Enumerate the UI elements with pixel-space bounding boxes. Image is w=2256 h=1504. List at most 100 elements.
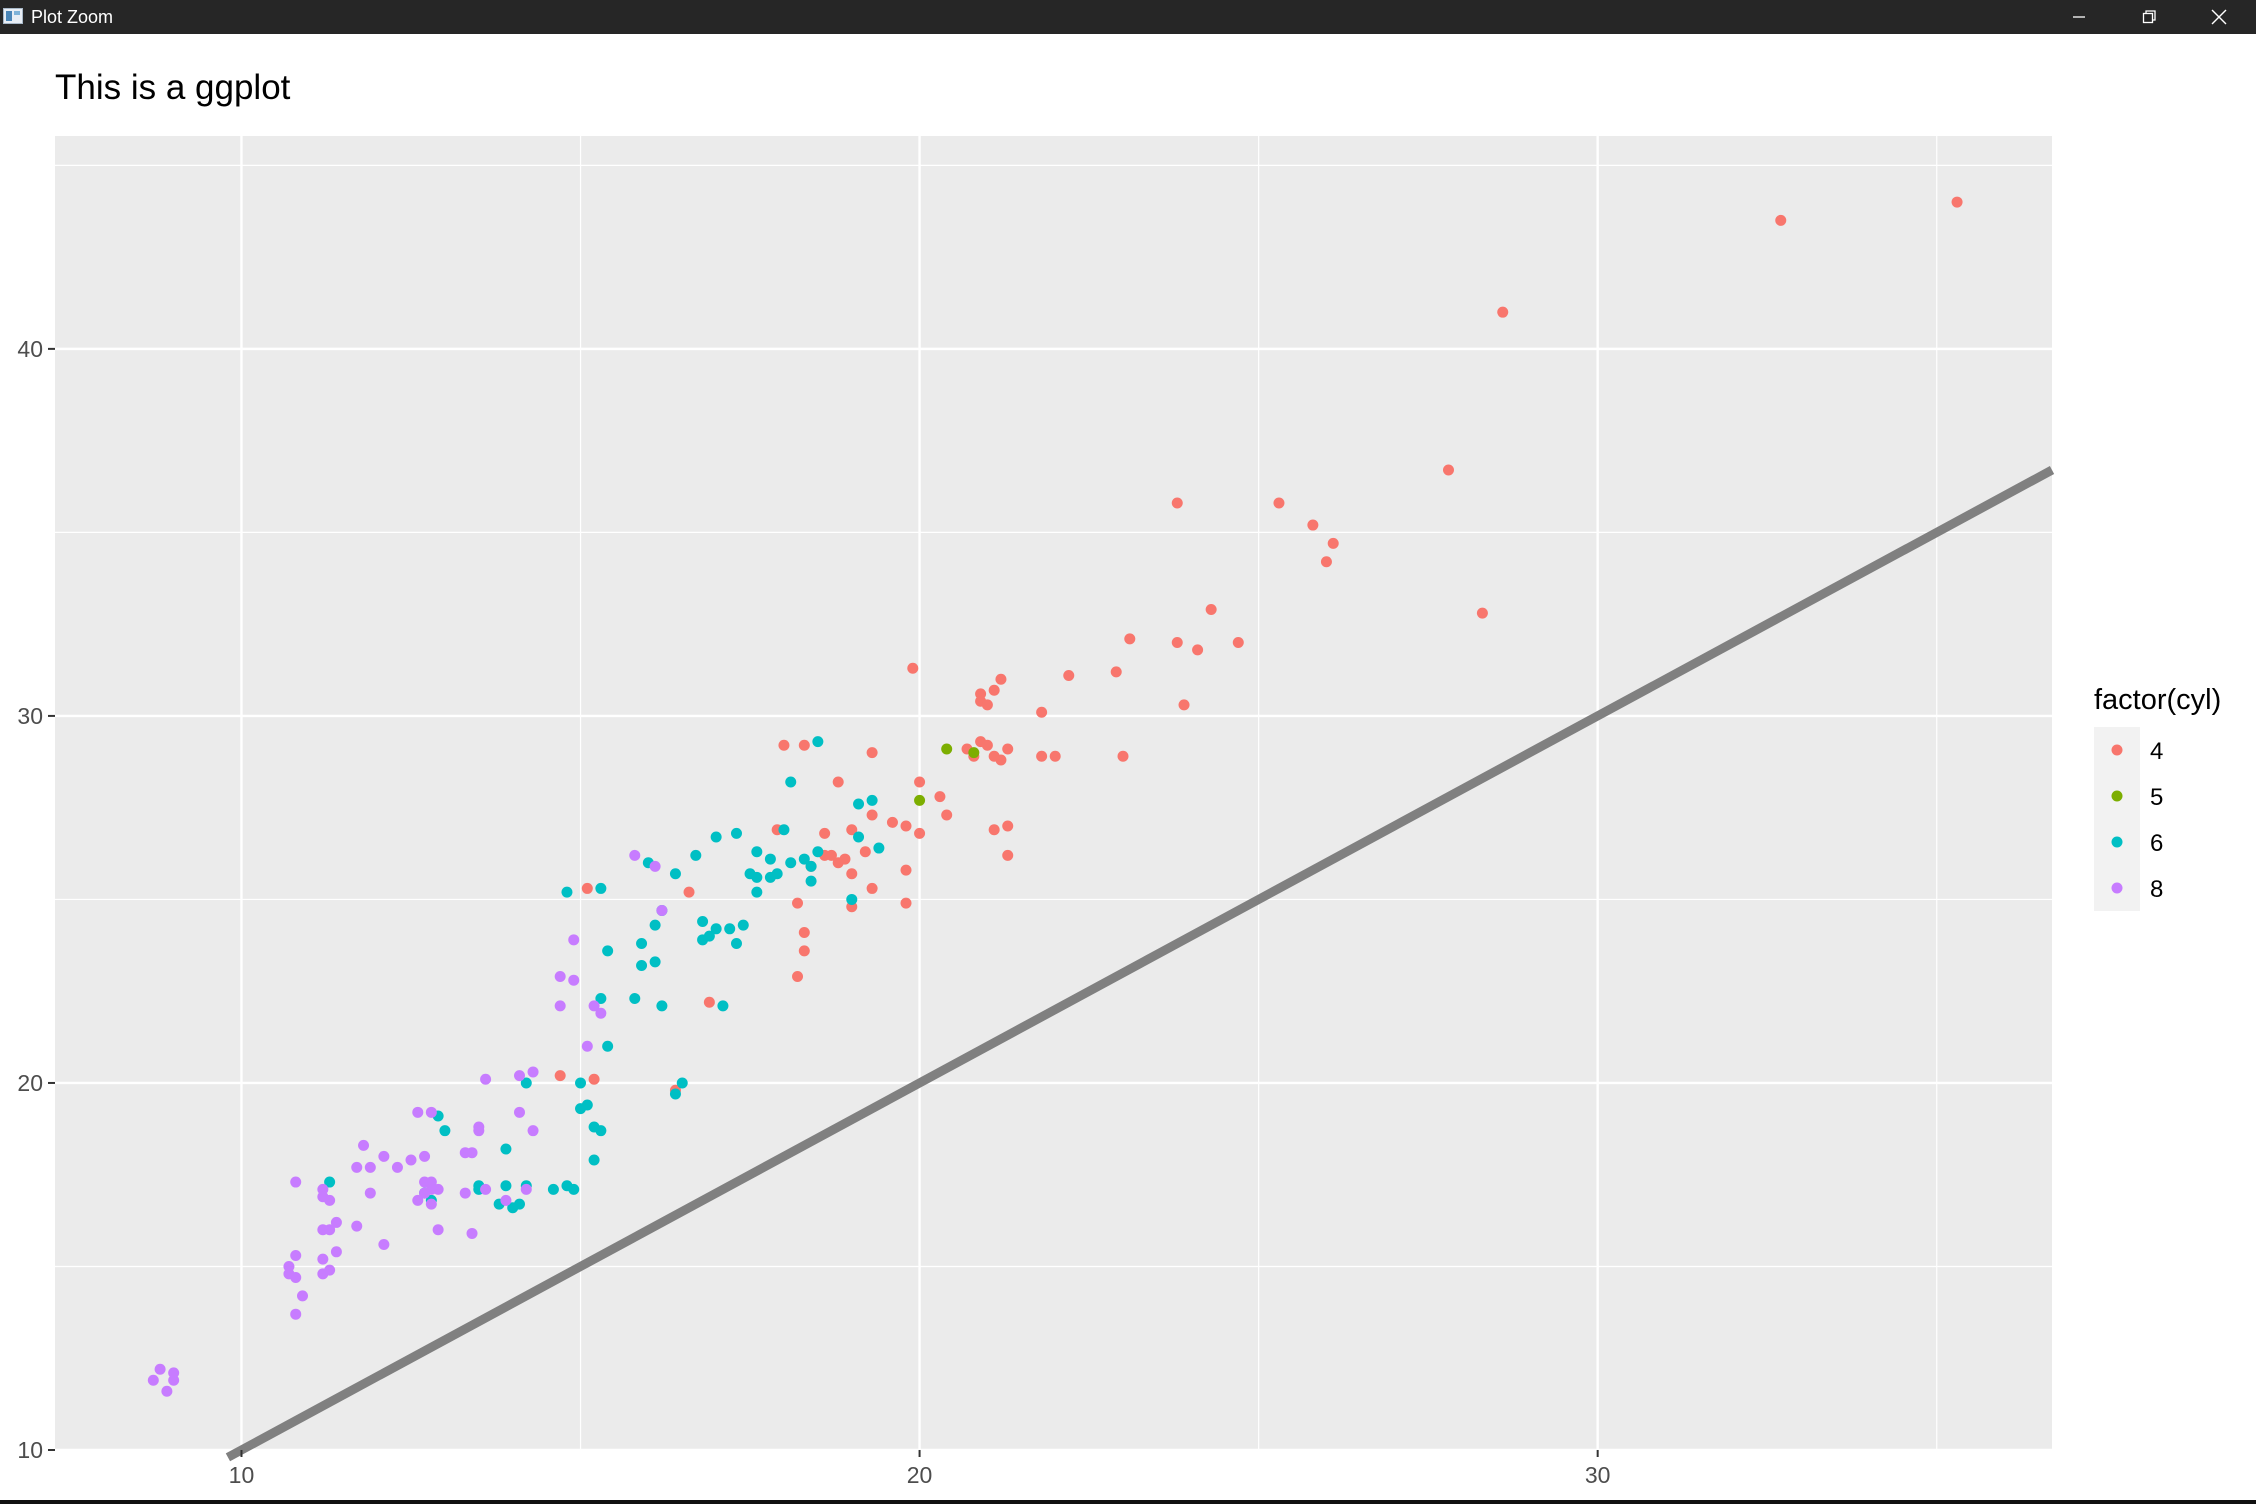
x-tick-label: 10: [229, 1462, 255, 1488]
data-point-cyl-6: [710, 923, 722, 935]
data-point-cyl-8: [480, 1073, 492, 1085]
minimize-button[interactable]: [2044, 0, 2114, 34]
data-point-cyl-8: [527, 1125, 539, 1137]
data-point-cyl-4: [1171, 497, 1183, 509]
data-point-cyl-6: [629, 993, 641, 1005]
data-point-cyl-4: [914, 827, 926, 839]
data-point-cyl-5: [941, 743, 953, 755]
restore-icon: [2142, 10, 2156, 24]
legend-swatch-4: [2111, 744, 2123, 756]
data-point-cyl-8: [473, 1125, 485, 1137]
data-point-cyl-4: [581, 882, 593, 894]
data-point-cyl-8: [358, 1139, 370, 1151]
data-point-cyl-6: [690, 849, 702, 861]
data-point-cyl-4: [1171, 637, 1183, 649]
data-point-cyl-4: [1775, 214, 1787, 226]
legend-swatch-8: [2111, 882, 2123, 894]
data-point-cyl-4: [588, 1073, 600, 1085]
data-point-cyl-8: [290, 1176, 302, 1188]
data-point-cyl-6: [798, 853, 810, 865]
data-point-cyl-6: [866, 794, 878, 806]
data-point-cyl-8: [364, 1161, 376, 1173]
data-point-cyl-6: [649, 956, 661, 968]
data-point-cyl-4: [1307, 519, 1319, 531]
data-point-cyl-4: [1036, 750, 1048, 762]
data-point-cyl-8: [290, 1308, 302, 1320]
legend-label-5: 5: [2150, 784, 2163, 811]
data-point-cyl-4: [1002, 820, 1014, 832]
data-point-cyl-8: [527, 1066, 539, 1078]
data-point-cyl-4: [846, 824, 858, 836]
data-point-cyl-8: [480, 1183, 492, 1195]
data-point-cyl-8: [588, 1000, 600, 1012]
data-point-cyl-6: [575, 1077, 587, 1089]
data-point-cyl-6: [547, 1183, 559, 1195]
data-point-cyl-6: [873, 842, 885, 854]
restore-button[interactable]: [2114, 0, 2184, 34]
minor-gridlines: [55, 136, 2052, 1450]
data-point-cyl-4: [866, 747, 878, 759]
app-icon: [3, 8, 23, 24]
data-point-cyl-6: [561, 886, 573, 898]
data-point-cyl-4: [900, 864, 912, 876]
window-bottom-border: [0, 1500, 2256, 1504]
data-point-cyl-4: [934, 791, 946, 803]
data-point-cyl-8: [568, 974, 580, 986]
data-point-cyl-4: [914, 776, 926, 788]
data-point-cyl-6: [778, 824, 790, 836]
data-point-cyl-4: [859, 846, 871, 858]
close-button[interactable]: [2184, 0, 2254, 34]
reference-line: [225, 466, 2055, 1462]
data-point-cyl-4: [792, 897, 804, 909]
legend-label-6: 6: [2150, 830, 2163, 857]
data-point-cyl-8: [378, 1150, 390, 1162]
data-point-cyl-4: [981, 699, 993, 711]
y-tick-label: 10: [17, 1437, 43, 1463]
data-point-cyl-6: [656, 1000, 668, 1012]
major-gridlines: [55, 136, 2052, 1452]
data-point-cyl-8: [351, 1161, 363, 1173]
data-point-cyl-6: [581, 1099, 593, 1111]
data-point-cyl-4: [1192, 644, 1204, 656]
data-point-cyl-8: [412, 1106, 424, 1118]
data-point-cyl-8: [459, 1187, 471, 1199]
data-point-cyl-8: [656, 904, 668, 916]
data-point-cyl-4: [798, 926, 810, 938]
data-point-cyl-6: [737, 919, 749, 931]
data-point-cyl-8: [290, 1249, 302, 1261]
data-point-cyl-6: [751, 886, 763, 898]
data-point-cyl-8: [330, 1216, 342, 1228]
data-point-cyl-4: [988, 684, 1000, 696]
data-point-cyl-6: [669, 1088, 681, 1100]
data-point-cyl-6: [602, 1040, 614, 1052]
data-point-cyl-8: [324, 1264, 336, 1276]
data-point-cyl-4: [1002, 849, 1014, 861]
data-point-cyl-8: [425, 1198, 437, 1210]
data-point-cyl-6: [805, 875, 817, 887]
data-point-cyl-4: [1327, 537, 1339, 549]
x-tick-label: 30: [1585, 1462, 1611, 1488]
data-point-cyl-8: [649, 860, 661, 872]
data-point-cyl-4: [1476, 607, 1488, 619]
data-point-cyl-8: [419, 1150, 431, 1162]
data-point-cyl-6: [595, 882, 607, 894]
close-icon: [2211, 9, 2227, 25]
data-point-cyl-4: [1002, 743, 1014, 755]
data-point-cyl-4: [846, 868, 858, 880]
data-point-cyl-4: [1110, 666, 1122, 678]
window-titlebar: Plot Zoom: [0, 0, 2256, 34]
data-point-cyl-6: [595, 993, 607, 1005]
data-point-cyl-6: [812, 846, 824, 858]
data-point-cyl-4: [866, 809, 878, 821]
data-point-cyl-8: [405, 1154, 417, 1166]
data-point-cyl-8: [351, 1220, 363, 1232]
data-point-cyl-6: [710, 831, 722, 843]
legend: factor(cyl) 4 5 6 8: [2094, 684, 2221, 911]
data-points: [147, 196, 1963, 1397]
data-point-cyl-4: [683, 886, 695, 898]
data-point-cyl-6: [649, 919, 661, 931]
data-point-cyl-4: [703, 996, 715, 1008]
data-point-cyl-4: [988, 824, 1000, 836]
data-point-cyl-6: [500, 1180, 512, 1192]
data-point-cyl-6: [751, 846, 763, 858]
